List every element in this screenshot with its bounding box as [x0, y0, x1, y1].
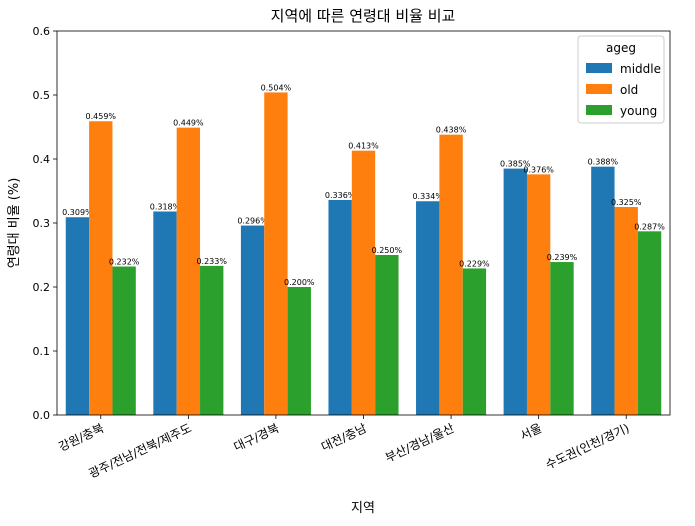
data-label-young: 0.200%	[284, 278, 315, 287]
bar-middle	[65, 217, 90, 415]
y-axis-label: 연령대 비율 (%)	[7, 178, 22, 269]
chart-title: 지역에 따른 연령대 비율 비교	[271, 7, 456, 25]
bar-young	[637, 231, 662, 415]
data-label-middle: 0.296%	[237, 217, 268, 226]
data-label-young: 0.229%	[459, 259, 490, 268]
plot-area: 0.309% 0.318% 0.296% 0.336% 0.334% 0.385% 0.38…	[33, 25, 671, 481]
data-label-middle: 0.334%	[412, 192, 443, 201]
bar-old	[439, 134, 463, 415]
bar-young	[462, 268, 487, 415]
data-label-old: 0.413%	[348, 142, 379, 151]
bar-old	[89, 121, 113, 416]
bar-middle	[591, 166, 615, 415]
y-tick-label: 0.4	[33, 153, 51, 166]
bar-young	[550, 262, 574, 415]
y-tick-label: 0.1	[33, 345, 51, 358]
data-label-young: 0.287%	[634, 222, 665, 231]
legend-label-old: old	[620, 83, 638, 97]
bar-young	[200, 265, 224, 415]
data-label-young: 0.250%	[372, 246, 403, 255]
data-label-young: 0.239%	[547, 253, 578, 262]
y-tick-label: 0.3	[33, 217, 51, 230]
data-label-old: 0.325%	[611, 198, 642, 207]
legend-title: ageg	[606, 41, 636, 55]
data-label-young: 0.233%	[196, 257, 227, 266]
data-label-old: 0.449%	[173, 119, 204, 128]
bar-young	[112, 266, 136, 415]
data-label-middle: 0.309%	[62, 208, 93, 217]
data-label-old: 0.459%	[86, 112, 117, 121]
bar-young	[375, 255, 399, 415]
bar-middle	[328, 199, 352, 415]
y-tick-label: 0.2	[33, 281, 51, 294]
legend-swatch-middle	[586, 63, 612, 73]
bar-middle	[503, 168, 527, 415]
bar-old	[614, 207, 638, 415]
axes-frame	[56, 30, 671, 416]
legend-swatch-old	[586, 84, 612, 94]
data-label-old: 0.438%	[436, 126, 467, 135]
bar-middle	[416, 201, 440, 415]
x-axis-label: 지역	[351, 501, 375, 516]
data-label-old: 0.376%	[523, 165, 554, 174]
bar-middle	[240, 225, 265, 415]
legend-box	[577, 35, 665, 124]
data-label-middle: 0.336%	[325, 191, 356, 200]
data-label-middle: 0.318%	[150, 202, 181, 211]
y-tick-label: 0.6	[33, 25, 51, 38]
y-tick-label: 0.5	[33, 89, 51, 102]
data-label-young: 0.232%	[109, 258, 140, 267]
data-label-middle: 0.385%	[500, 160, 531, 169]
bar-old	[176, 127, 201, 415]
bar-young	[287, 287, 311, 415]
data-label-middle: 0.388%	[588, 158, 619, 167]
bar-old	[526, 174, 551, 415]
legend-swatch-young	[586, 105, 612, 115]
data-label-old: 0.504%	[261, 83, 292, 92]
legend-label-middle: middle	[620, 62, 661, 76]
legend-label-young: young	[620, 104, 657, 118]
legend: ageg middle old young	[577, 35, 665, 124]
bar-middle	[153, 211, 177, 415]
y-tick-label: 0.0	[33, 409, 51, 422]
bar-old	[264, 92, 288, 415]
bar-old	[351, 150, 376, 415]
